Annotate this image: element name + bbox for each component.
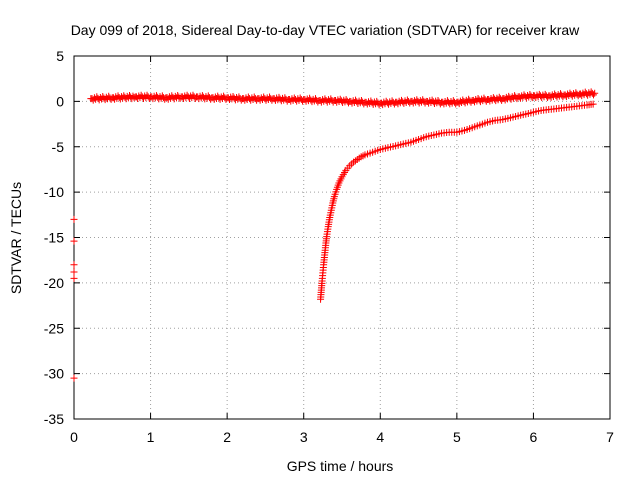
series-1: [317, 100, 597, 303]
y-tick-label: -25: [44, 320, 64, 336]
y-tick-label: -20: [44, 275, 64, 291]
x-tick-label: 3: [300, 429, 308, 445]
grid-lines: [74, 56, 610, 419]
data-point: [70, 237, 78, 245]
data-points: [70, 88, 599, 382]
data-point: [70, 215, 78, 223]
x-tick-label: 0: [70, 429, 78, 445]
x-tick-label: 2: [223, 429, 231, 445]
data-point: [70, 268, 78, 276]
axis-ticks: [73, 55, 611, 420]
y-tick-label: -35: [44, 411, 64, 427]
series-2: [70, 215, 78, 382]
data-point: [591, 89, 599, 97]
data-point: [590, 91, 598, 99]
y-tick-label: 0: [56, 93, 64, 109]
y-tick-label: -5: [52, 139, 65, 155]
x-tick-label: 1: [147, 429, 155, 445]
y-tick-label: -15: [44, 230, 64, 246]
x-tick-label: 7: [606, 429, 614, 445]
x-tick-label: 5: [453, 429, 461, 445]
data-point: [589, 100, 597, 108]
x-tick-labels: 0 1 2 3 4 5 6 7: [70, 429, 614, 445]
x-tick-label: 6: [530, 429, 538, 445]
data-point: [70, 261, 78, 269]
y-axis-label: SDTVAR / TECUs: [8, 182, 24, 294]
series-0: [87, 88, 599, 109]
x-tick-label: 4: [376, 429, 384, 445]
data-point: [70, 274, 78, 282]
data-point: [70, 374, 78, 382]
y-tick-labels: 5 0 -5 -10 -15 -20 -25 -30 -35: [44, 48, 64, 427]
y-tick-label: -30: [44, 366, 64, 382]
chart-title: Day 099 of 2018, Sidereal Day-to-day VTE…: [71, 22, 580, 38]
y-tick-label: 5: [56, 48, 64, 64]
x-axis-label: GPS time / hours: [287, 458, 394, 474]
data-point: [348, 160, 356, 168]
y-tick-label: -10: [44, 184, 64, 200]
